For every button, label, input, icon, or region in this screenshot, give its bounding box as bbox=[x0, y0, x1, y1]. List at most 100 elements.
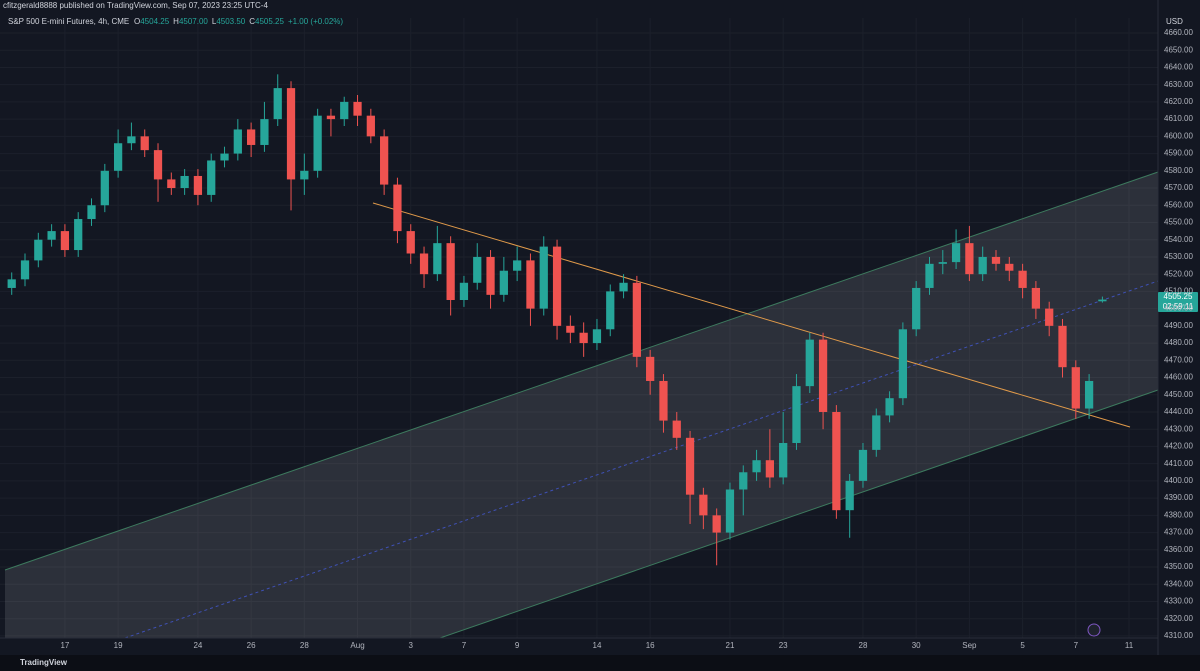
candle-body bbox=[938, 262, 947, 264]
candle-body bbox=[273, 88, 282, 120]
candle-body bbox=[247, 129, 256, 145]
y-tick-label: 4530.00 bbox=[1164, 252, 1193, 261]
candle-body bbox=[818, 339, 828, 412]
candle-body bbox=[965, 243, 974, 275]
candle-body bbox=[632, 282, 641, 357]
y-tick-label: 4510.00 bbox=[1164, 287, 1193, 296]
x-tick-label: Sep bbox=[962, 641, 977, 650]
channel-midline bbox=[124, 280, 1159, 639]
candle-body bbox=[699, 494, 708, 516]
candles bbox=[7, 74, 1107, 566]
candle-body bbox=[459, 282, 469, 301]
y-tick-label: 4640.00 bbox=[1164, 63, 1193, 72]
x-tick-label: 9 bbox=[515, 641, 520, 650]
x-tick-label: 11 bbox=[1125, 641, 1134, 650]
candle-body bbox=[180, 175, 189, 189]
candle-body bbox=[486, 256, 495, 295]
legend-key: H bbox=[173, 17, 179, 26]
candle-body bbox=[872, 415, 881, 450]
candle-body bbox=[340, 101, 349, 120]
candle-body bbox=[1098, 299, 1107, 302]
y-tick-label: 4600.00 bbox=[1164, 131, 1193, 140]
candle-body bbox=[74, 219, 83, 251]
legend-change: +1.00 (+0.02%) bbox=[288, 17, 343, 26]
candle-body bbox=[233, 129, 242, 154]
candle-body bbox=[113, 143, 123, 171]
brand: TradingView bbox=[20, 658, 68, 667]
y-tick-label: 4330.00 bbox=[1164, 597, 1193, 606]
candle-body bbox=[140, 136, 149, 151]
candle-body bbox=[473, 256, 482, 283]
x-tick-label: 7 bbox=[1074, 641, 1079, 650]
candle-body bbox=[672, 420, 681, 438]
x-tick-label: 23 bbox=[779, 641, 788, 650]
candle-body bbox=[592, 329, 602, 344]
x-tick-label: 3 bbox=[409, 641, 414, 650]
candle-body bbox=[646, 356, 655, 381]
y-tick-label: 4550.00 bbox=[1164, 218, 1193, 227]
candle-body bbox=[805, 339, 814, 387]
legend-key: L bbox=[212, 17, 217, 26]
candle-body bbox=[313, 115, 322, 171]
candle-body bbox=[779, 442, 788, 478]
candle-body bbox=[60, 231, 70, 251]
candle-body bbox=[1058, 325, 1067, 368]
candle-body bbox=[7, 279, 16, 288]
candle-body bbox=[898, 329, 908, 399]
candle-body bbox=[446, 243, 455, 301]
candle-body bbox=[991, 256, 1001, 264]
candle-body bbox=[552, 246, 562, 326]
y-tick-label: 4430.00 bbox=[1164, 424, 1193, 433]
y-tick-label: 4620.00 bbox=[1164, 97, 1193, 106]
x-tick-label: 17 bbox=[60, 641, 69, 650]
x-tick-label: 28 bbox=[859, 641, 868, 650]
y-tick-label: 4650.00 bbox=[1164, 45, 1193, 54]
y-tick-label: 4500.00 bbox=[1164, 304, 1193, 313]
y-tick-label: 4570.00 bbox=[1164, 183, 1193, 192]
candle-body bbox=[153, 150, 163, 180]
x-tick-label: 16 bbox=[646, 641, 655, 650]
candle-body bbox=[566, 325, 575, 333]
candle-body bbox=[393, 184, 402, 232]
x-tick-label: 30 bbox=[912, 641, 921, 650]
candle-body bbox=[685, 437, 695, 495]
legend-value: 4505.25 bbox=[255, 17, 284, 26]
legend-value: 4503.50 bbox=[216, 17, 245, 26]
candle-body bbox=[858, 449, 868, 481]
candle-body bbox=[20, 260, 30, 280]
candle-body bbox=[433, 243, 442, 275]
candle-body bbox=[167, 179, 176, 189]
x-tick-label: Aug bbox=[350, 641, 364, 650]
candle-body bbox=[619, 282, 628, 292]
y-tick-label: 4630.00 bbox=[1164, 80, 1193, 89]
y-tick-label: 4350.00 bbox=[1164, 562, 1193, 571]
candle-body bbox=[499, 270, 508, 295]
last-price: 4505.25 bbox=[1164, 292, 1193, 301]
channel-lower bbox=[439, 389, 1159, 639]
candle-body bbox=[1018, 270, 1027, 288]
y-tick-label: 4380.00 bbox=[1164, 510, 1193, 519]
x-tick-label: 5 bbox=[1020, 641, 1025, 650]
go-to-realtime[interactable] bbox=[1087, 623, 1101, 637]
candle-body bbox=[539, 246, 548, 309]
y-tick-label: 4560.00 bbox=[1164, 200, 1193, 209]
candle-body bbox=[792, 386, 801, 443]
candle-body bbox=[380, 136, 389, 185]
candle-body bbox=[912, 287, 921, 330]
legend-key: C bbox=[249, 17, 255, 26]
countdown: 02:59:11 bbox=[1163, 302, 1194, 311]
y-tick-label: 4320.00 bbox=[1164, 614, 1193, 623]
x-tick-label: 7 bbox=[462, 641, 467, 650]
candle-body bbox=[406, 231, 415, 254]
y-tick-label: 4450.00 bbox=[1164, 390, 1193, 399]
candle-body bbox=[765, 460, 774, 478]
footer bbox=[0, 655, 1200, 671]
candle-body bbox=[712, 515, 721, 533]
y-tick-label: 4610.00 bbox=[1164, 114, 1193, 123]
candle-body bbox=[845, 480, 854, 511]
candle-body bbox=[100, 170, 109, 206]
x-tick-label: 19 bbox=[114, 641, 123, 650]
candle-body bbox=[606, 291, 615, 330]
